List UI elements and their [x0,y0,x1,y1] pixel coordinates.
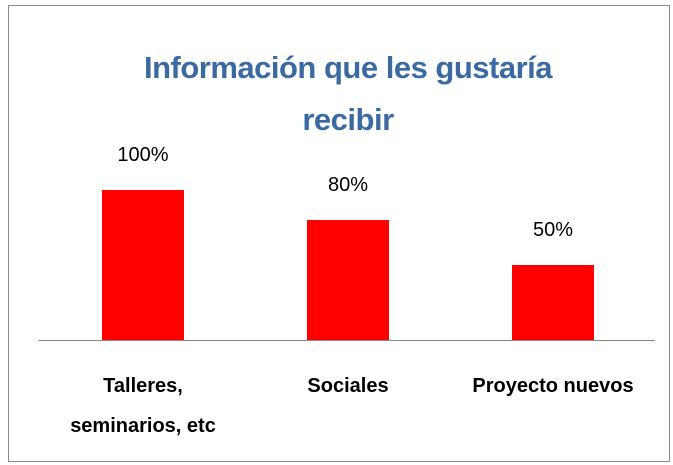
bar [307,220,389,340]
frame [8,5,670,462]
chart-title: Información que les gustaría recibir [143,50,553,137]
bar [102,190,184,340]
data-label: 80% [327,174,369,196]
data-label: 50% [532,219,574,241]
x-tick-label: Sociales [307,375,389,397]
data-label: 100% [117,144,169,166]
x-tick-label: Talleres, seminarios, etc [70,375,216,437]
bar [512,265,594,340]
x-tick-label: Proyecto nuevos [472,375,634,397]
